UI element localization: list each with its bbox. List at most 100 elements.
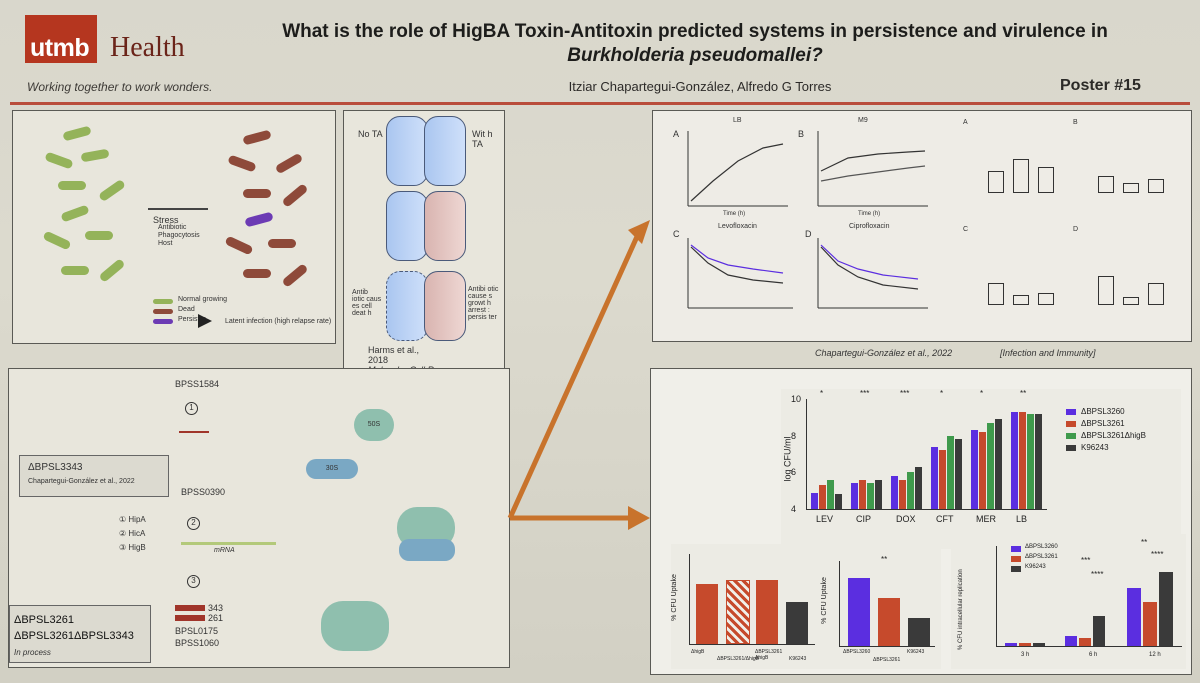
left-caption: Antib iotic caus es cell deat h [352,289,382,317]
main-ytick: 8 [791,430,797,441]
mutant-2b: ΔBPSL3261ΔBPSL3343 [14,630,134,642]
stress-label: Stress [153,215,179,225]
c1-bar [726,580,750,644]
bacterium-dead [268,239,296,248]
mini-bar [1148,179,1164,193]
main-bar [947,435,954,509]
main-bar [859,479,866,509]
bacterium [58,181,86,190]
main-legend-label: K96243 [1081,443,1109,452]
main-bar [819,485,826,509]
main-bar [1019,411,1026,509]
mini-bar [988,283,1004,305]
ribosome-30s: 30S [306,459,358,479]
right-caption: Antibi otic cause s growt h arrest : per… [468,286,499,321]
gene-bar-343 [175,605,205,611]
latent-arrowhead [198,314,212,328]
mutant-2-box: ΔBPSL3261 ΔBPSL3261ΔBPSL3343 In process [9,605,151,663]
uptake-d: D [1073,226,1079,233]
c2-x-label: ΔBPSL3260 [843,649,871,655]
main-bar [1027,413,1034,509]
c3-bar [1127,588,1141,646]
cipro-label: Ciprofloxacin [849,223,890,230]
c2-x-label: ΔBPSL3261 [873,657,901,663]
main-sig: * [940,389,944,398]
c3-bar [1159,572,1173,646]
growth-curve-lb [687,131,788,207]
kill-curve-levo [687,238,793,309]
sub-b: B [798,129,805,139]
stress-arrow [148,208,208,210]
c1-x-label: ΔBPSL3261/ΔhigB [717,656,759,662]
main-category-label: CIP [856,514,872,524]
cell-no-ta-1 [386,116,428,186]
gene-261: 261 [208,613,224,623]
c3-sig: ** [1141,538,1148,547]
main-sig: *** [860,389,870,398]
sub-d: D [805,229,812,239]
ribosome-50s: 50S [354,409,394,441]
c1-x-label: ΔBPSL3261 ΔhigB [755,649,783,661]
kill-curve-cipro [817,238,928,309]
growth-panel: A LB Time (h) B M9 Time (h) C Levofloxac… [652,110,1192,342]
uptake-chart-1: % CFU Uptake ΔhigB ΔBPSL3261/ΔhigB ΔBPSL… [671,544,821,669]
mini-bar [1148,283,1164,305]
utmb-logo [25,15,97,63]
growth-curve-m9 [817,131,928,207]
gene-bpss1060: BPSS1060 [175,638,220,648]
main-bar [979,432,986,509]
stress-item: Phagocytosis [158,232,200,239]
main-bar-chart: log CFU/ml 4 6 8 10 LEV * CIP *** DOX *** CFT * MER… [781,389,1181,549]
c1-x-label: ΔhigB [691,649,705,655]
main-bar [931,446,938,509]
main-legend-label: ΔBPSL3260 [1081,407,1125,416]
mini-bar [1038,167,1054,193]
mini-bar [1098,176,1114,193]
c3-x-label: 6 h [1089,652,1098,658]
ribosome-bottom [399,539,455,561]
main-bar [899,479,906,509]
bacterium-dead [243,269,271,278]
cell-no-ta-3 [386,271,428,341]
num-1: 1 [185,402,198,415]
c3-x-label: 3 h [1021,652,1030,658]
mutant-2a: ΔBPSL3261 [14,614,74,626]
main-bar [835,494,842,509]
list-hipa: HipA [128,515,146,524]
latent-label: Latent infection (high relapse rate) [225,318,332,325]
results-panel: log CFU/ml 4 6 8 10 LEV * CIP *** DOX *** CFT * MER… [650,368,1192,675]
c3-bar [1143,602,1157,646]
list-item-2: ② HicA [119,529,146,538]
main-sig: *** [900,389,910,398]
main-bar [891,476,898,509]
c3-ylabel: % CFU intracellular replication [958,569,964,650]
c2-x-label: K96243 [907,649,925,655]
bacterium [61,266,89,275]
c2-sig: ** [881,555,888,564]
time-b: Time (h) [858,211,881,217]
mrna-strand [181,542,276,545]
main-plot-area [806,399,1047,510]
gene-mid: BPSS0390 [181,487,226,497]
main-bar [907,472,914,509]
main-ytick: 6 [791,467,797,478]
m9-label: M9 [858,117,868,124]
main-bar [955,439,962,509]
sub-a: A [673,129,680,139]
logo-health: Health [110,32,185,63]
main-legend-label: ΔBPSL3261 [1081,419,1125,428]
main-sig: ** [1020,389,1027,398]
main-legend-swatch [1066,409,1076,415]
c1-x-label: K96243 [789,656,807,662]
replication-chart: % CFU intracellular replication ΔBPSL326… [951,534,1186,669]
uptake-b: B [1073,119,1078,126]
main-category-label: LEV [816,514,834,524]
main-bar [1011,411,1018,509]
main-category-label: MER [976,514,996,524]
main-bar [867,483,874,509]
main-bar [811,492,818,509]
uptake-a: A [963,119,968,126]
c3-x-label: 12 h [1149,652,1161,658]
